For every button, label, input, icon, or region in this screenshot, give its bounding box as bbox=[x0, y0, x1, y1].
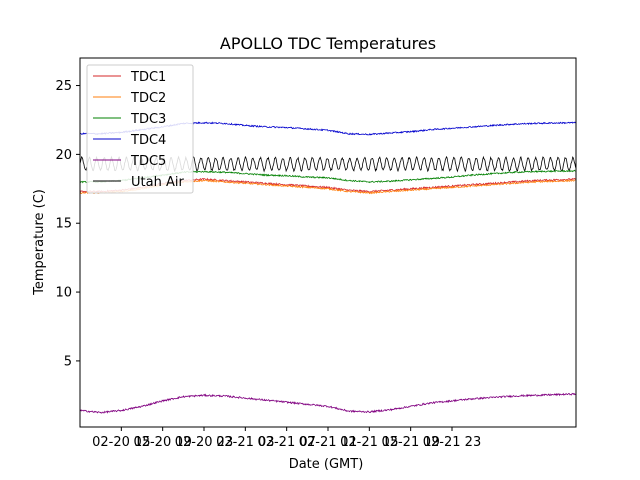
x-tick-label: 02-21 23 bbox=[423, 435, 481, 450]
legend-label: TDC3 bbox=[130, 112, 166, 127]
x-tick-label: 02-20 23 bbox=[175, 435, 233, 450]
x-tick-label: 02-20 15 bbox=[92, 435, 150, 450]
legend-label: TDC1 bbox=[130, 70, 166, 85]
y-axis: 5 10 15 20 25 bbox=[55, 79, 80, 369]
x-axis-label: Date (GMT) bbox=[289, 457, 364, 472]
y-tick-label: 10 bbox=[55, 286, 72, 301]
y-axis-label: Temperature (C) bbox=[32, 189, 47, 296]
x-tick-label: 02-21 03 bbox=[216, 435, 274, 450]
x-tick-label: 02-20 19 bbox=[133, 435, 191, 450]
y-tick-label: 20 bbox=[55, 148, 72, 163]
x-tick-label: 02-21 07 bbox=[257, 435, 315, 450]
plot-frame bbox=[79, 57, 577, 428]
x-tick-label: 02-21 15 bbox=[340, 435, 398, 450]
legend-label: TDC5 bbox=[130, 154, 166, 169]
chart-title: APOLLO TDC Temperatures bbox=[220, 34, 436, 53]
legend-label: TDC2 bbox=[130, 91, 166, 106]
legend-label: TDC4 bbox=[130, 133, 166, 148]
series-line-tdc5 bbox=[80, 392, 576, 414]
x-tick-label: 02-21 19 bbox=[381, 435, 439, 450]
legend-label: Utah Air bbox=[131, 175, 184, 190]
y-tick-label: 5 bbox=[64, 354, 72, 369]
y-tick-label: 15 bbox=[55, 217, 72, 232]
y-tick-label: 25 bbox=[55, 79, 72, 94]
x-tick-label: 02-21 11 bbox=[299, 435, 357, 450]
legend: TDC1 TDC2 TDC3 TDC4 TDC5 Utah Air bbox=[86, 64, 194, 194]
